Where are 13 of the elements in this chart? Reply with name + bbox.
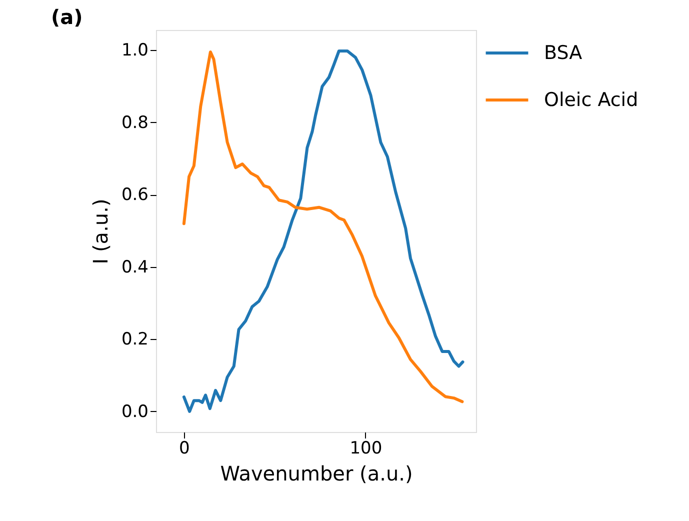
y-tick-label: 0.0 — [121, 402, 148, 422]
x-tick-label: 0 — [179, 438, 190, 458]
y-axis-title: I (a.u.) — [88, 198, 112, 264]
legend-label: Oleic Acid — [544, 89, 638, 111]
chart-title: (a) — [50, 5, 83, 29]
x-tick-label: 100 — [350, 438, 382, 458]
x-axis-title: Wavenumber (a.u.) — [220, 462, 413, 486]
y-tick-label: 0.2 — [121, 330, 148, 350]
y-tick-label: 0.8 — [121, 112, 148, 133]
y-tick-label: 0.6 — [121, 185, 148, 206]
legend-label: BSA — [544, 42, 582, 64]
y-tick-label: 0.4 — [121, 257, 148, 278]
y-tick-label: 1.0 — [121, 40, 148, 61]
